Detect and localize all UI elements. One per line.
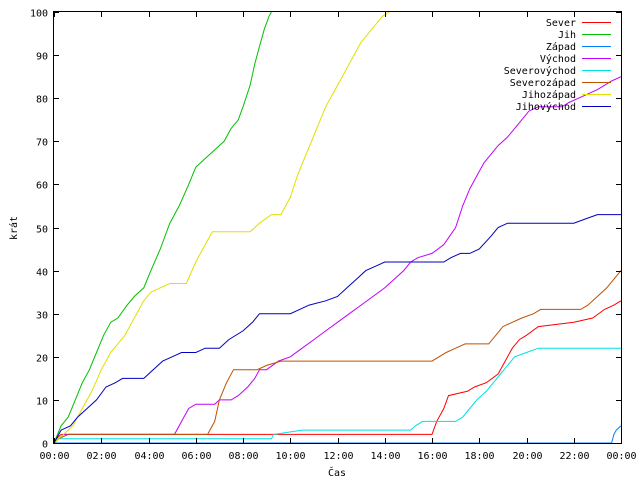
y-tick-label: 80 (36, 95, 48, 106)
legend-label-severovychod: Severovýchod (504, 65, 576, 77)
x-tick-label: 14:00 (370, 451, 400, 462)
x-tick-label: 06:00 (181, 451, 211, 462)
legend-label-jih: Jih (558, 30, 576, 41)
series-line-jihozapad (53, 11, 390, 444)
y-axis-label: krát (8, 216, 20, 240)
series-line-vychod (53, 76, 622, 444)
legend-label-vychod: Východ (540, 53, 576, 65)
series-line-sever (53, 300, 622, 444)
plot-frame (53, 11, 622, 444)
y-tick-label: 10 (36, 397, 48, 408)
legend: SeverJihZápadVýchodSeverovýchodSeverozáp… (504, 18, 611, 113)
x-tick-label: 02:00 (86, 451, 116, 462)
y-tick-label: 40 (36, 268, 48, 279)
legend-label-zapad: Západ (546, 41, 576, 53)
y-tick-label: 20 (36, 354, 48, 365)
x-axis-label: Čas (328, 466, 346, 479)
y-tick-label: 0 (42, 440, 48, 451)
legend-label-jihozapad: Jihozápad (522, 89, 576, 101)
y-tick-label: 60 (36, 181, 48, 192)
y-tick-label: 30 (36, 311, 48, 322)
x-tick-label: 16:00 (417, 451, 447, 462)
x-tick-label: 10:00 (275, 451, 305, 462)
x-tick-label: 00:00 (39, 451, 69, 462)
y-tick-label: 100 (30, 9, 48, 20)
x-tick-label: 00:00 (606, 451, 636, 462)
y-tick-label: 70 (36, 138, 48, 149)
y-tick-label: 50 (36, 225, 48, 236)
series-line-severovychod (53, 347, 621, 444)
legend-label-severozapad: Severozápad (510, 77, 576, 89)
x-tick-label: 18:00 (464, 451, 494, 462)
series-line-jihovychod (53, 214, 621, 444)
x-tick-label: 04:00 (134, 451, 164, 462)
series-line-severozapad (53, 270, 622, 444)
series-line-jih (53, 11, 272, 444)
legend-label-jihovychod: Jihovýchod (516, 101, 576, 113)
x-tick-label: 20:00 (512, 451, 542, 462)
x-tick-label: 08:00 (228, 451, 258, 462)
y-tick-label: 90 (36, 52, 48, 63)
axis-layer: 0 10 20 30 40 50 60 70 80 90 100 00:00 02:00 04:00 06:… (30, 9, 637, 463)
x-tick-label: 12:00 (323, 451, 353, 462)
x-tick-label: 22:00 (559, 451, 589, 462)
legend-label-sever: Sever (546, 18, 576, 29)
